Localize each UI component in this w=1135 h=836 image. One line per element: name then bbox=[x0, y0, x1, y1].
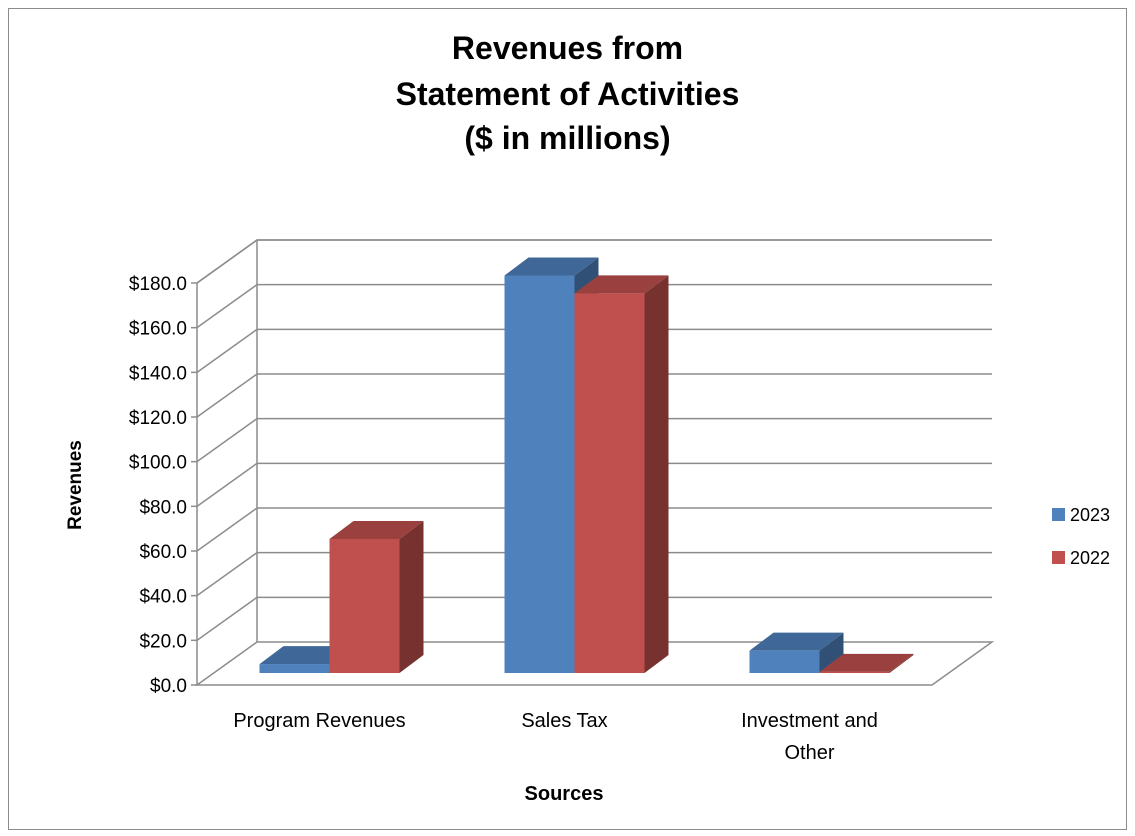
y-tick-label: $180.0 bbox=[129, 274, 187, 295]
y-tick-label: $100.0 bbox=[129, 453, 187, 474]
bar-front bbox=[504, 275, 575, 673]
y-tick-label: $40.0 bbox=[139, 587, 187, 608]
bar-front bbox=[749, 650, 820, 673]
gridlines bbox=[196, 239, 992, 641]
gridline bbox=[196, 417, 992, 463]
y-axis-ticks: $0.0 $20.0 $40.0 $60.0 $80.0 $100.0 $120.0 $140… bbox=[129, 274, 197, 697]
legend: 2023 2022 bbox=[1052, 505, 1110, 568]
x-category-label: Program Revenues bbox=[233, 710, 405, 732]
y-tick-label: $60.0 bbox=[139, 542, 187, 563]
bar-top bbox=[574, 275, 669, 294]
gridline bbox=[196, 283, 992, 329]
y-tick-label: $20.0 bbox=[139, 631, 187, 652]
y-tick-label: $80.0 bbox=[139, 497, 187, 518]
bar-front bbox=[574, 293, 645, 673]
bar-2022-1 bbox=[574, 275, 669, 673]
legend-swatch-2023 bbox=[1052, 508, 1065, 521]
gridline bbox=[196, 507, 992, 552]
y-tick-label: $140.0 bbox=[129, 363, 187, 384]
y-tick-label: $160.0 bbox=[129, 319, 187, 340]
gridline bbox=[196, 373, 992, 418]
chart-title-line-3: ($ in millions) bbox=[464, 120, 671, 156]
bar-2023-2 bbox=[749, 632, 844, 673]
bar-side bbox=[644, 275, 669, 673]
x-axis-label: Sources bbox=[525, 783, 604, 805]
y-tick-label: $0.0 bbox=[150, 676, 187, 697]
gridline bbox=[196, 551, 992, 597]
bars bbox=[259, 257, 914, 673]
bar-front bbox=[819, 671, 890, 673]
gridline-top bbox=[196, 239, 992, 284]
bar-top bbox=[819, 653, 914, 672]
y-tick-label: $120.0 bbox=[129, 408, 187, 429]
x-axis-labels: Program Revenues Sales Tax Investment and O… bbox=[233, 710, 878, 764]
legend-label-2022: 2022 bbox=[1070, 548, 1110, 568]
bar-side bbox=[399, 521, 424, 673]
x-category-label: Other bbox=[784, 742, 834, 764]
bar-front bbox=[259, 664, 330, 673]
x-category-label: Sales Tax bbox=[521, 710, 607, 732]
bar-top bbox=[504, 257, 599, 276]
gridline bbox=[196, 462, 992, 507]
chart-title-line-2: Statement of Activities bbox=[395, 76, 740, 112]
legend-label-2023: 2023 bbox=[1070, 505, 1110, 525]
bar-top bbox=[749, 632, 844, 651]
bar-top bbox=[329, 521, 424, 539]
y-axis-label: Revenues bbox=[65, 440, 86, 530]
bar-side bbox=[819, 632, 844, 673]
gridline bbox=[196, 596, 992, 641]
bar-2022-0 bbox=[329, 521, 424, 673]
chart-title-line-1: Revenues from bbox=[451, 30, 684, 66]
legend-swatch-2022 bbox=[1052, 551, 1065, 564]
bar-2022-2 bbox=[819, 653, 914, 673]
bar-side bbox=[889, 653, 914, 673]
gridline bbox=[196, 328, 992, 373]
x-category-label: Investment and bbox=[741, 710, 878, 732]
bar-front bbox=[329, 539, 400, 673]
